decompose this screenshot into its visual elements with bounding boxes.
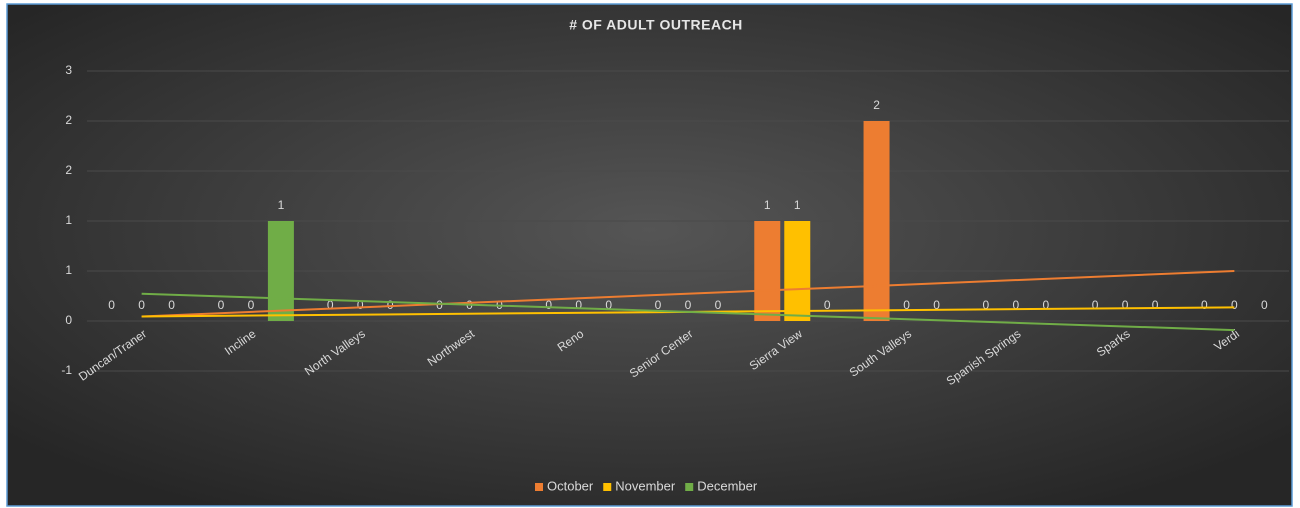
data-label: 0 [1092, 298, 1099, 312]
data-label: 1 [764, 198, 771, 212]
data-label: 0 [248, 298, 255, 312]
data-label: 0 [1261, 298, 1268, 312]
bar [267, 221, 294, 321]
data-label: 0 [108, 298, 115, 312]
data-label: 0 [903, 298, 910, 312]
legend-label: October [547, 478, 594, 493]
y-tick-label: -1 [61, 363, 72, 377]
legend-label: December [697, 478, 758, 493]
data-label: 0 [605, 298, 612, 312]
data-label: 0 [357, 298, 364, 312]
data-label: 2 [873, 98, 880, 112]
legend-label: November [615, 478, 676, 493]
data-label: 0 [1122, 298, 1129, 312]
bar [863, 121, 890, 321]
data-label: 0 [1152, 298, 1159, 312]
data-label: 0 [982, 298, 989, 312]
data-label: 0 [655, 298, 662, 312]
data-label: 0 [218, 298, 225, 312]
legend-swatch [535, 483, 543, 491]
trendline [141, 270, 1235, 318]
y-tick-label: 2 [65, 163, 72, 177]
data-label: 0 [685, 298, 692, 312]
y-tick-label: 1 [65, 213, 72, 227]
data-label: 0 [715, 298, 722, 312]
data-label: 0 [1201, 298, 1208, 312]
data-label: 0 [1231, 298, 1238, 312]
data-label: 0 [824, 298, 831, 312]
y-tick-label: 3 [65, 63, 72, 77]
data-label: 0 [545, 298, 552, 312]
trendline [141, 292, 1235, 332]
y-tick-label: 0 [65, 313, 72, 327]
data-label: 1 [794, 198, 801, 212]
data-label: 0 [327, 298, 334, 312]
chart-area [6, 3, 1293, 507]
data-label: 0 [1042, 298, 1049, 312]
data-label: 0 [168, 298, 175, 312]
legend-swatch [603, 483, 612, 491]
data-label: 0 [436, 298, 443, 312]
y-tick-label: 1 [65, 263, 72, 277]
data-label: 0 [138, 298, 145, 312]
bar [754, 221, 781, 321]
bar [784, 221, 811, 321]
data-label: 0 [575, 298, 582, 312]
data-label: 1 [278, 198, 285, 212]
y-tick-label: 2 [65, 113, 72, 127]
chart-title: # OF ADULT OUTREACH [569, 17, 743, 33]
data-label: 0 [933, 298, 940, 312]
data-label: 0 [1012, 298, 1019, 312]
legend-swatch [685, 483, 694, 491]
